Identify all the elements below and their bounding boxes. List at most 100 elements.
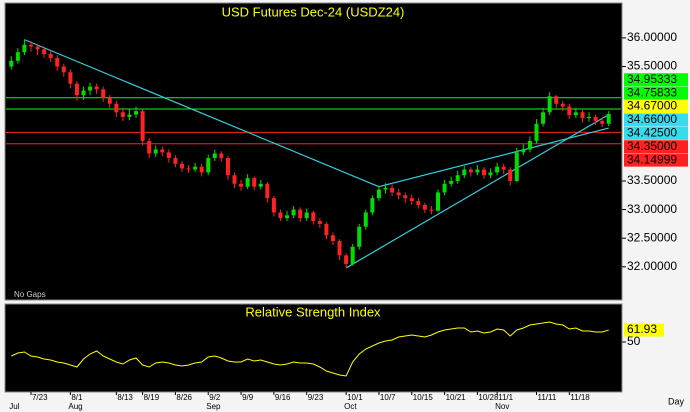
candle-body [265,183,270,199]
candle-body [225,158,230,176]
candle-body [61,66,66,73]
candle-body [160,149,165,153]
y-tick-label: 32.00000 [627,259,677,273]
candle-body [468,169,473,173]
candle-body [239,183,244,187]
candle-body [344,255,349,264]
candle-body [15,52,20,61]
candle-body [153,149,158,154]
candle-body [409,198,414,201]
candle-body [206,158,211,173]
price-marker [624,140,688,154]
price-marker [624,73,688,87]
y-tick-label: 33.00000 [627,202,677,216]
rsi-marker-label: 61.93 [627,322,657,336]
rsi-line [11,321,609,377]
x-tick-label: 8/26 [176,393,192,402]
x-tick-label: 10/21 [446,393,467,402]
price-marker-label: 34.66000 [627,112,677,126]
candle-body [488,172,493,176]
rsi-title: Relative Strength Index [245,304,381,319]
candle-body [22,44,27,53]
candle-body [436,192,441,211]
candle-body [68,72,73,84]
candle-body [317,221,322,224]
y-tick-label: 33.50000 [627,173,677,187]
x-tick-label: 8/13 [117,393,133,402]
candle-body [593,116,598,121]
x-tick-label: 10/28 [478,393,499,402]
candle-body [324,223,329,236]
price-marker-label: 34.95333 [627,72,677,86]
price-marker [624,113,688,127]
month-label: Jul [9,402,19,411]
x-tick-label: 11/18 [570,393,590,402]
rsi-panel [4,303,623,393]
candle-body [166,152,171,159]
trendline [345,114,610,269]
chart-title: USD Futures Dec-24 (USDZ24) [222,4,405,19]
candle-body [350,246,355,264]
candle-body [232,175,237,184]
candle-body [271,198,276,213]
candle-body [403,195,408,199]
x-tick-label: 9/9 [242,393,254,402]
month-label: Nov [495,402,509,411]
candle-body [101,89,106,98]
price-marker-label: 34.67000 [627,99,677,113]
candle-body [107,97,112,104]
trendline [24,39,380,188]
price-marker [624,100,688,114]
x-label: Day [668,396,685,406]
candle-body [514,152,519,181]
price-marker-label: 34.42500 [627,126,677,140]
candle-body [245,178,250,187]
candle-body [442,183,447,193]
candle-body [363,212,368,227]
price-marker [624,126,688,140]
candle-body [481,169,486,176]
candle-body [449,180,454,184]
candle-body [534,123,539,141]
candle-body [311,212,316,222]
x-tick-label: 9/2 [209,393,221,402]
price-marker-label: 34.14999 [627,152,677,166]
candle-body [330,235,335,242]
candle-body [547,96,552,113]
candle-body [179,163,184,169]
candle-body [376,189,381,199]
x-tick-label: 9/23 [308,393,324,402]
candle-body [396,192,401,196]
candle-body [501,166,506,170]
candle-body [278,212,283,219]
candle-body [48,53,53,58]
candle-body [606,114,611,124]
x-tick-label: 11/11 [538,393,557,402]
x-tick-label: 11/1 [498,393,514,402]
candle-body [9,60,14,67]
candle-body [28,44,33,47]
candle-body [567,106,572,116]
candle-body [127,114,132,117]
y-tick-label: 35.50000 [627,59,677,73]
month-label: Oct [344,402,357,411]
candle-body [252,178,257,187]
price-marker-label: 34.75833 [627,85,677,99]
candle-body [120,112,125,117]
candle-body [219,153,224,159]
x-tick-label: 8/19 [144,393,160,402]
candle-body [455,175,460,181]
candle-body [383,187,388,190]
rsi-marker [624,323,664,337]
candle-body [370,198,375,213]
candle-body [475,169,480,173]
candle-body [560,103,565,107]
candle-body [291,209,296,216]
x-tick-label: 7/23 [32,393,48,402]
candle-body [521,149,526,153]
candle-body [390,187,395,193]
candle-body [462,169,467,176]
x-tick-label: 10/15 [413,393,434,402]
candle-body [304,212,309,219]
